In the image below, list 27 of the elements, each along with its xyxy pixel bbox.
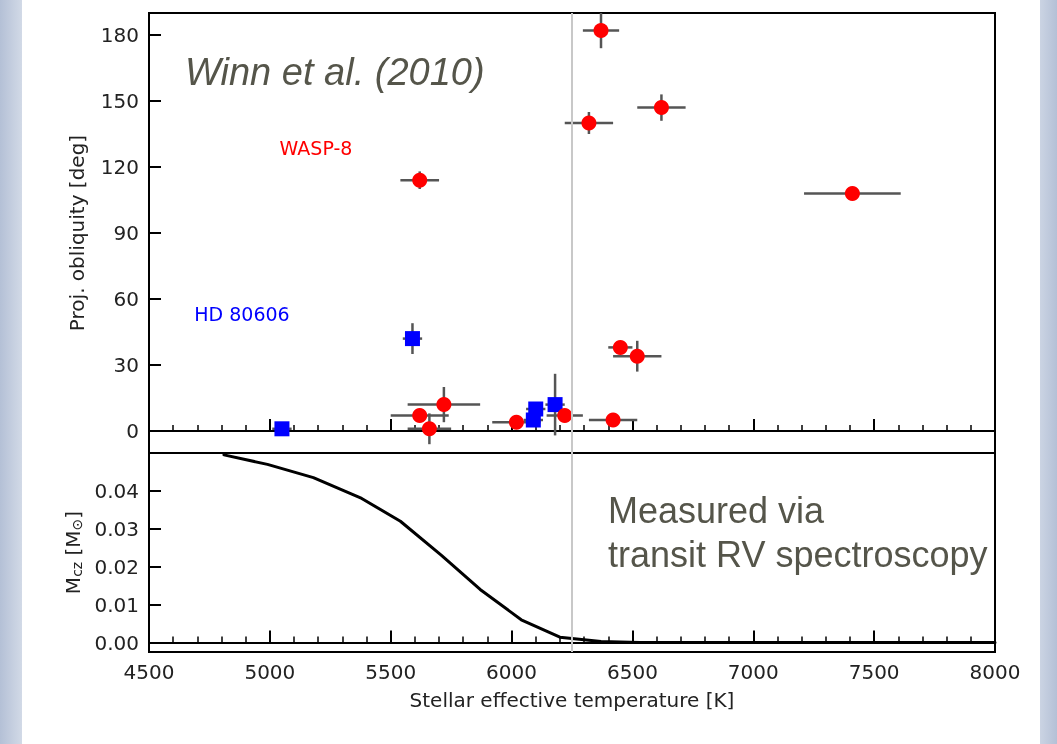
x-tick-label: 8000 <box>969 660 1021 684</box>
x-tick-label: 4500 <box>123 660 175 684</box>
y-tick-label: 30 <box>113 353 139 377</box>
y-tick-label: 0.00 <box>94 630 139 655</box>
y-tick-label: 0.03 <box>94 516 139 541</box>
y-tick-label: 180 <box>100 23 139 47</box>
y-tick-label: 60 <box>113 287 139 311</box>
x-tick-label: 7500 <box>848 660 900 684</box>
x-tick-label: 5500 <box>365 660 417 684</box>
y-tick-label: 120 <box>100 155 139 179</box>
y-tick-label: 90 <box>113 221 139 245</box>
annotation: Measured via transit RV spectroscopy <box>608 489 988 575</box>
x-tick-label: 5000 <box>244 660 296 684</box>
y-axis-title: Proj. obliquity [deg] <box>65 134 89 332</box>
y-tick-label: 0.04 <box>94 478 139 503</box>
y-tick-label: 0.01 <box>94 592 139 617</box>
x-tick-label: 6000 <box>486 660 538 684</box>
y-tick-label: 0 <box>126 419 139 443</box>
y-tick-label: 150 <box>100 89 139 113</box>
annotation: WASP-8 <box>279 137 353 159</box>
y-axis-title: Mcz [M⊙] <box>60 510 85 595</box>
y-tick-label: 0.02 <box>94 554 139 579</box>
x-tick-label: 7000 <box>727 660 779 684</box>
annotation: HD 80606 <box>194 303 290 325</box>
annotation: Winn et al. (2010) <box>185 51 485 93</box>
x-tick-label: 6500 <box>606 660 658 684</box>
x-axis-title: Stellar effective temperature [K] <box>409 688 735 712</box>
